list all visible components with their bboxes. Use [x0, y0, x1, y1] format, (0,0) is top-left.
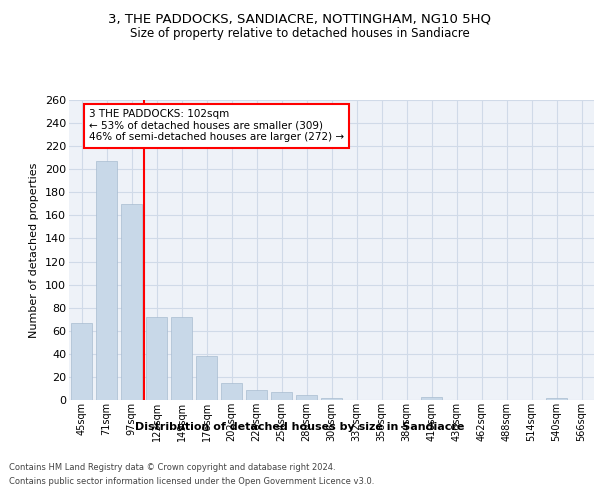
Bar: [221, 382, 242, 400]
Bar: [321, 398, 342, 400]
Bar: [121, 204, 142, 400]
Text: 3, THE PADDOCKS, SANDIACRE, NOTTINGHAM, NG10 5HQ: 3, THE PADDOCKS, SANDIACRE, NOTTINGHAM, …: [109, 12, 491, 26]
Bar: [271, 392, 292, 400]
Y-axis label: Number of detached properties: Number of detached properties: [29, 162, 40, 338]
Bar: [196, 356, 217, 400]
Bar: [146, 317, 167, 400]
Bar: [71, 322, 92, 400]
Text: Contains HM Land Registry data © Crown copyright and database right 2024.: Contains HM Land Registry data © Crown c…: [9, 462, 335, 471]
Bar: [546, 398, 567, 400]
Bar: [421, 396, 442, 400]
Bar: [246, 390, 267, 400]
Bar: [171, 317, 192, 400]
Text: Size of property relative to detached houses in Sandiacre: Size of property relative to detached ho…: [130, 28, 470, 40]
Text: Contains public sector information licensed under the Open Government Licence v3: Contains public sector information licen…: [9, 478, 374, 486]
Text: 3 THE PADDOCKS: 102sqm
← 53% of detached houses are smaller (309)
46% of semi-de: 3 THE PADDOCKS: 102sqm ← 53% of detached…: [89, 109, 344, 142]
Bar: [296, 396, 317, 400]
Text: Distribution of detached houses by size in Sandiacre: Distribution of detached houses by size …: [136, 422, 464, 432]
Bar: [96, 161, 117, 400]
